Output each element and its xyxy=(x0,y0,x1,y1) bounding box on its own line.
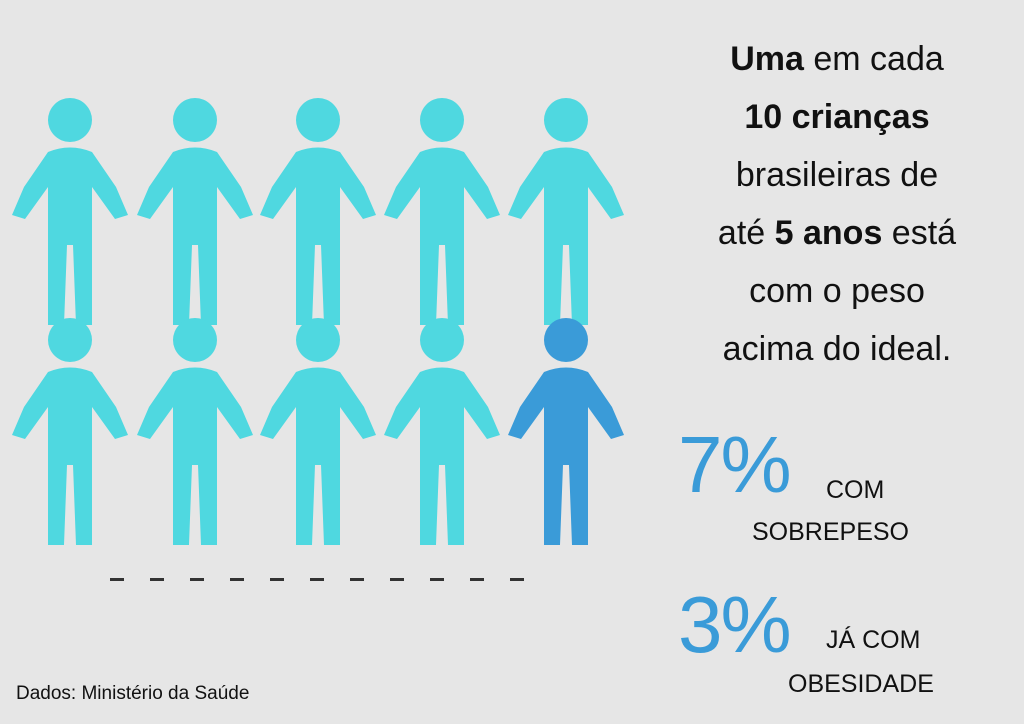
stat-label-line2: SOBREPESO xyxy=(752,518,909,546)
headline-text-part: até xyxy=(717,214,775,252)
child-figure-icon xyxy=(508,95,624,325)
headline-line: brasileiras de xyxy=(735,156,939,194)
stat-obesity: 3% JÁ COM OBESIDADE xyxy=(678,585,1018,715)
headline-text-part: em cada xyxy=(803,40,944,78)
stat-label-line2: OBESIDADE xyxy=(788,670,934,698)
headline-emphasis: 10 crianças xyxy=(744,98,930,136)
stat-label-line1: JÁ COM xyxy=(826,626,921,654)
headline-text: Uma em cada 10 crianças brasileiras de a… xyxy=(660,30,1014,378)
headline-text-part: está xyxy=(882,214,957,252)
children-figure-grid xyxy=(0,0,640,560)
child-figure-icon xyxy=(137,315,253,545)
headline-emphasis: Uma xyxy=(730,40,804,78)
child-figure-icon xyxy=(384,315,500,545)
child-figure-icon xyxy=(137,95,253,325)
stat-value: 7% xyxy=(678,420,792,509)
child-figure-icon xyxy=(260,95,376,325)
child-figure-icon xyxy=(12,95,128,325)
headline-line: acima do ideal. xyxy=(722,330,952,368)
child-figure-highlighted-icon xyxy=(508,315,624,545)
child-figure-icon xyxy=(12,315,128,545)
stat-overweight: 7% COM SOBREPESO xyxy=(678,425,1018,555)
child-figure-icon xyxy=(260,315,376,545)
child-figure-icon xyxy=(384,95,500,325)
source-credit: Dados: Ministério da Saúde xyxy=(16,683,250,704)
stat-value: 3% xyxy=(678,580,792,669)
headline-emphasis: 5 anos xyxy=(774,214,883,252)
dashed-divider xyxy=(110,578,530,588)
headline-line: com o peso xyxy=(749,272,925,310)
stat-label-line1: COM xyxy=(826,476,885,504)
